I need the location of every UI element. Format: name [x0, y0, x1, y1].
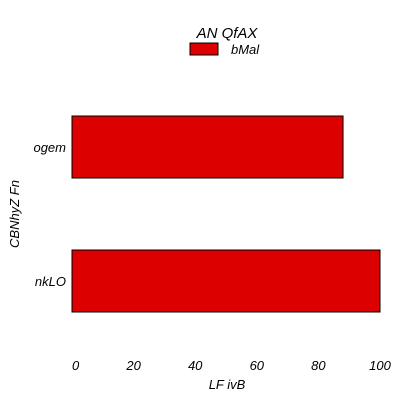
x-tick-label: 20 [125, 358, 141, 373]
chart-title: AN QfAX [196, 25, 259, 42]
x-axis-label: LF ivB [209, 377, 246, 392]
y-tick-label: nkLO [35, 274, 66, 289]
y-tick-label: ogem [33, 140, 66, 155]
legend-swatch-bmal [189, 42, 219, 56]
x-tick-label: 40 [188, 358, 203, 373]
x-tick-label: 0 [72, 358, 80, 373]
legend: bMal [189, 42, 260, 57]
x-tick-label: 80 [311, 358, 326, 373]
bar-nklo [71, 249, 381, 313]
y-tick-labels: ogem nkLO [33, 140, 66, 289]
x-tick-labels: 0 20 40 60 80 100 [72, 358, 392, 373]
legend-label-bmal: bMal [231, 42, 260, 57]
bar-ogem [71, 115, 344, 179]
x-tick-label: 100 [369, 358, 391, 373]
y-axis-label: CBNhyZ Fn [7, 180, 22, 248]
x-tick-label: 60 [250, 358, 265, 373]
bars [71, 115, 381, 313]
